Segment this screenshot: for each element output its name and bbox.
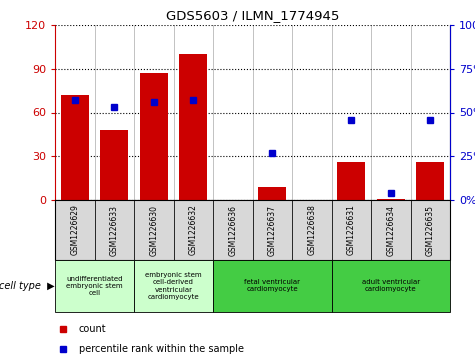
Bar (417, 162, 444, 200)
Text: GSM1226636: GSM1226636 (228, 204, 237, 256)
Bar (55, 200, 95, 260)
Bar (213, 260, 332, 312)
Bar (377, 199, 405, 200)
Bar (337, 162, 365, 200)
Text: fetal ventricular
cardiomyocyte: fetal ventricular cardiomyocyte (244, 280, 300, 293)
Bar (213, 200, 253, 260)
Bar (173, 200, 213, 260)
Text: percentile rank within the sample: percentile rank within the sample (79, 344, 244, 354)
Text: GSM1226629: GSM1226629 (70, 205, 79, 256)
Bar (95, 200, 134, 260)
Bar (180, 54, 207, 200)
Text: GSM1226638: GSM1226638 (307, 205, 316, 256)
Bar (332, 200, 371, 260)
Text: GSM1226635: GSM1226635 (426, 204, 435, 256)
Bar (61, 95, 88, 200)
Text: GSM1226631: GSM1226631 (347, 205, 356, 256)
Text: GSM1226634: GSM1226634 (386, 204, 395, 256)
Text: embryonic stem
cell-derived
ventricular
cardiomyocyte: embryonic stem cell-derived ventricular … (145, 273, 202, 299)
Bar (371, 200, 410, 260)
Bar (134, 200, 173, 260)
Bar (55, 260, 134, 312)
Bar (134, 260, 213, 312)
Text: GSM1226637: GSM1226637 (268, 204, 277, 256)
Bar (410, 200, 450, 260)
Bar (100, 130, 128, 200)
Text: GSM1226632: GSM1226632 (189, 205, 198, 256)
Text: count: count (79, 324, 106, 334)
Text: cell type  ▶: cell type ▶ (0, 281, 54, 291)
Bar (292, 200, 332, 260)
Bar (258, 187, 286, 200)
Text: adult ventricular
cardiomyocyte: adult ventricular cardiomyocyte (361, 280, 420, 293)
Bar (253, 200, 292, 260)
Bar (140, 73, 168, 200)
Title: GDS5603 / ILMN_1774945: GDS5603 / ILMN_1774945 (166, 9, 339, 23)
Text: GSM1226630: GSM1226630 (149, 204, 158, 256)
Text: GSM1226633: GSM1226633 (110, 204, 119, 256)
Text: undifferentiated
embryonic stem
cell: undifferentiated embryonic stem cell (66, 276, 123, 296)
Bar (332, 260, 450, 312)
